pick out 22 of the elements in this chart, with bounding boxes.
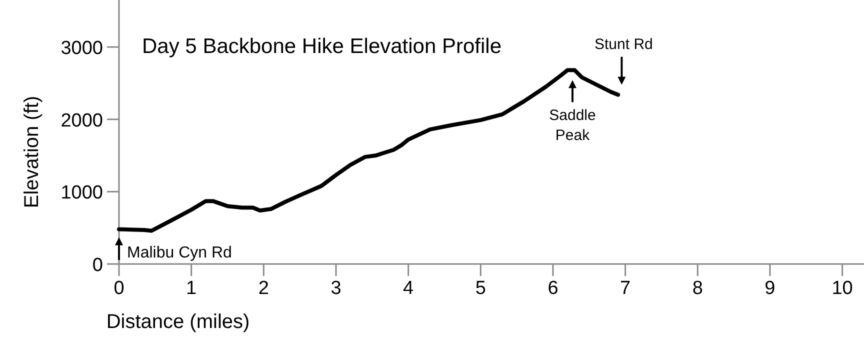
y-tick-label: 3000: [60, 38, 103, 60]
x-tick-label: 8: [692, 278, 703, 299]
x-tick-label: 3: [330, 278, 342, 299]
x-tick-label: 9: [764, 278, 776, 299]
line-series: [117, 68, 620, 233]
x-tick-label: 10: [832, 278, 853, 299]
x-tick-label: 7: [620, 278, 631, 299]
x-tick-label: 0: [114, 278, 124, 299]
annotation: Malibu Cyn Rd: [127, 244, 232, 262]
annotation: Stunt Rd: [594, 36, 653, 53]
y-tick-label: 2000: [60, 110, 103, 132]
y-axis-title: Elevation (ft): [21, 96, 43, 208]
x-tick-label: 4: [403, 278, 414, 299]
annotation: Saddle Peak: [549, 107, 596, 144]
text: Day 5 Backbone Hike Elevation Profile: [142, 35, 502, 58]
x-tick-label: 1: [186, 278, 197, 299]
x-tick-label: 5: [475, 278, 486, 299]
y-tick-label: 0: [92, 255, 103, 276]
x-tick-label: 6: [548, 278, 558, 299]
x-tick-label: 2: [258, 278, 269, 299]
y-tick-label: 1000: [60, 182, 103, 204]
x-axis-title: Distance (miles): [106, 311, 250, 333]
